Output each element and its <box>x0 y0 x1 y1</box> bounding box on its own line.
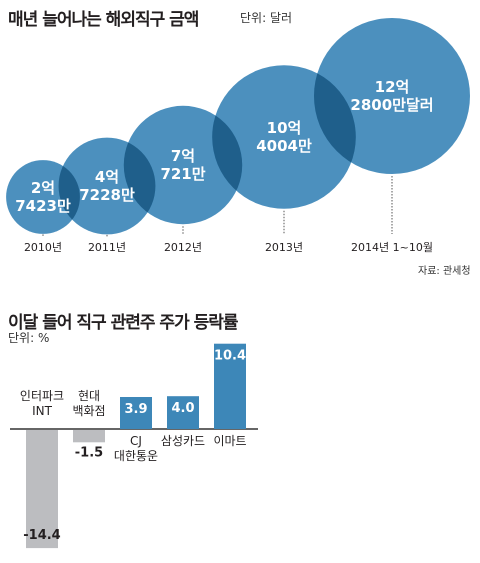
bar-category-label-0: 인터파크 INT <box>20 389 64 418</box>
bubble-value-line-1-1: 7228만 <box>79 186 135 204</box>
bubble-overlap-3 <box>314 65 356 174</box>
bubble-value-line-4-0: 12억 <box>375 78 410 96</box>
bar-chart-title: 이달 들어 직구 관련주 주가 등락률 <box>8 313 239 333</box>
bubble-overlap-1 <box>123 137 156 225</box>
bar-category-label-1: 현대 백화점 <box>72 389 105 418</box>
bubble-chart-unit: 단위: 달러 <box>240 11 293 25</box>
bar-value-label-0: -14.4 <box>23 528 60 543</box>
bar-0 <box>26 430 58 549</box>
bubble-value-line-4-1: 2800만달러 <box>350 96 433 114</box>
bubble-value-line-2-1: 721만 <box>160 165 205 183</box>
bar-category-line-0-1: INT <box>32 404 53 418</box>
bar-chart-unit: 단위: % <box>8 331 50 345</box>
bubble-value-line-3-0: 10억 <box>267 119 302 137</box>
bar-3 <box>167 396 199 429</box>
bar-2 <box>120 397 152 429</box>
bubble-category-label-4: 2014년 1~10월 <box>351 241 433 254</box>
bubble-category-label-1: 2011년 <box>88 241 126 254</box>
bubble-category-label-0: 2010년 <box>24 241 62 254</box>
bar-category-line-4-0: 이마트 <box>213 434 246 448</box>
bar-category-label-4: 이마트 <box>213 434 246 448</box>
bar-category-line-3-0: 삼성카드 <box>161 434 205 448</box>
bar-1 <box>73 430 105 443</box>
bar-value-label-1: -1.5 <box>75 445 103 460</box>
bar-category-line-1-0: 현대 <box>78 389 100 403</box>
bar-category-line-0-0: 인터파크 <box>20 389 64 403</box>
bar-4 <box>214 343 246 429</box>
bar-category-label-2: CJ 대한통운 <box>114 434 158 463</box>
bubble-value-label-3: 10억 4004만 <box>256 119 312 155</box>
bubble-value-label-1: 4억 7228만 <box>79 168 135 204</box>
bubble-value-label-2: 7억 721만 <box>160 147 205 183</box>
bubble-category-label-3: 2013년 <box>265 241 303 254</box>
bar-category-line-2-1: 대한통운 <box>114 449 158 463</box>
bar-value-label-3: 4.0 <box>171 401 194 416</box>
bubble-value-line-3-1: 4004만 <box>256 137 312 155</box>
bar-value-label-4: 10.4 <box>214 349 246 364</box>
bubble-value-line-0-0: 2억 <box>31 179 55 197</box>
bar-chart: -14.4 인터파크 INT -1.5 현대 백화점 3.9 CJ 대한통운 4.0 삼성카드 10.… <box>10 343 258 549</box>
bubble-chart-title: 매년 늘어나는 해외직구 금액 <box>8 10 199 30</box>
bubble-value-line-1-0: 4억 <box>95 168 119 186</box>
bar-category-line-2-0: CJ <box>130 434 142 448</box>
bubble-value-line-0-1: 7423만 <box>15 197 71 215</box>
bubble-chart-source: 자료: 관세청 <box>418 266 471 277</box>
bar-category-line-1-1: 백화점 <box>72 404 105 418</box>
bubble-category-label-2: 2012년 <box>164 241 202 254</box>
bubble-value-label-4: 12억 2800만달러 <box>350 78 433 114</box>
bubble-value-line-2-0: 7억 <box>171 147 195 165</box>
bubble-value-label-0: 2억 7423만 <box>15 179 71 215</box>
bar-value-label-2: 3.9 <box>124 402 147 417</box>
bar-category-label-3: 삼성카드 <box>161 434 205 448</box>
